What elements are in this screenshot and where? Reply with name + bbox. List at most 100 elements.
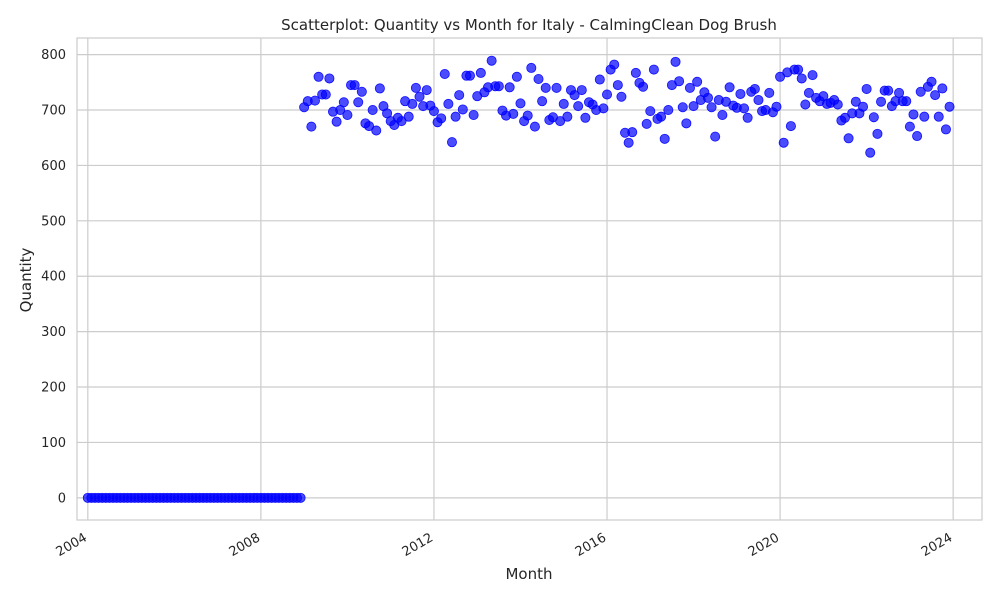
data-point <box>692 76 703 87</box>
data-point <box>688 101 699 112</box>
data-point <box>320 89 331 100</box>
y-axis-ticks: 0 100 200 300 400 500 600 700 800 <box>41 48 66 506</box>
data-point <box>439 69 450 80</box>
y-tick-label: 600 <box>41 159 66 174</box>
data-point <box>371 125 382 136</box>
data-point <box>764 87 775 98</box>
data-point <box>522 110 533 121</box>
data-point <box>710 131 721 142</box>
plot-frame <box>76 37 983 521</box>
data-point <box>454 90 465 101</box>
data-point <box>367 105 378 116</box>
data-point <box>403 111 414 122</box>
data-point <box>832 99 843 110</box>
data-point <box>410 82 421 93</box>
y-tick-label: 0 <box>58 491 66 506</box>
data-point <box>670 56 681 67</box>
data-point <box>681 118 692 129</box>
data-point <box>865 147 876 158</box>
data-point <box>349 80 360 91</box>
data-points <box>82 55 955 503</box>
data-point <box>353 97 364 108</box>
data-point <box>623 137 634 148</box>
data-point <box>576 85 587 96</box>
data-point <box>724 82 735 93</box>
data-point <box>843 133 854 144</box>
data-point <box>306 121 317 132</box>
y-tick-label: 300 <box>41 325 66 340</box>
data-point <box>475 67 486 78</box>
data-point <box>702 92 713 103</box>
data-point <box>937 83 948 94</box>
data-point <box>468 110 479 121</box>
data-point <box>778 137 789 148</box>
data-point <box>742 112 753 123</box>
data-point <box>904 121 915 132</box>
data-point <box>616 91 627 102</box>
data-point <box>609 59 620 70</box>
data-point <box>569 90 580 101</box>
data-point <box>414 91 425 102</box>
data-point <box>735 88 746 99</box>
y-tick-label: 100 <box>41 436 66 451</box>
data-point <box>645 106 656 117</box>
data-point <box>858 101 869 112</box>
data-point <box>374 83 385 94</box>
data-point <box>807 70 818 81</box>
data-point <box>627 127 638 138</box>
grid-lines <box>77 38 982 520</box>
data-point <box>558 98 569 109</box>
data-point <box>551 82 562 93</box>
data-point <box>648 64 659 75</box>
data-point <box>901 96 912 107</box>
data-point <box>638 81 649 92</box>
data-point <box>612 80 623 91</box>
data-point <box>944 101 955 112</box>
data-point <box>342 110 353 121</box>
data-point <box>295 492 306 503</box>
data-point <box>883 85 894 96</box>
data-point <box>602 89 613 100</box>
data-point <box>504 82 515 93</box>
data-point <box>656 111 667 122</box>
data-point <box>674 76 685 87</box>
data-point <box>446 137 457 148</box>
data-point <box>533 73 544 84</box>
data-point <box>573 101 584 112</box>
data-point <box>641 118 652 129</box>
data-point <box>663 105 674 116</box>
data-point <box>598 103 609 114</box>
y-tick-label: 400 <box>41 270 66 285</box>
data-point <box>540 82 551 93</box>
data-point <box>356 86 367 97</box>
data-point <box>526 62 537 73</box>
data-point <box>803 87 814 98</box>
data-point <box>876 96 887 107</box>
data-point <box>775 71 786 82</box>
data-point <box>407 98 418 109</box>
data-point <box>421 85 432 96</box>
data-point <box>785 121 796 132</box>
x-axis-label: Month <box>505 565 552 583</box>
y-tick-label: 200 <box>41 381 66 396</box>
data-point <box>428 106 439 117</box>
data-point <box>868 112 879 123</box>
data-point <box>450 111 461 122</box>
data-point <box>529 121 540 132</box>
data-point <box>465 70 476 81</box>
data-point <box>537 96 548 107</box>
data-point <box>861 83 872 94</box>
data-point <box>515 98 526 109</box>
data-point <box>749 83 760 94</box>
data-point <box>443 98 454 109</box>
data-point <box>313 71 324 82</box>
data-point <box>926 76 937 87</box>
data-point <box>562 111 573 122</box>
data-point <box>850 96 861 107</box>
data-point <box>753 95 764 106</box>
data-point <box>839 112 850 123</box>
data-point <box>800 99 811 110</box>
y-tick-label: 500 <box>41 214 66 229</box>
data-point <box>511 71 522 82</box>
